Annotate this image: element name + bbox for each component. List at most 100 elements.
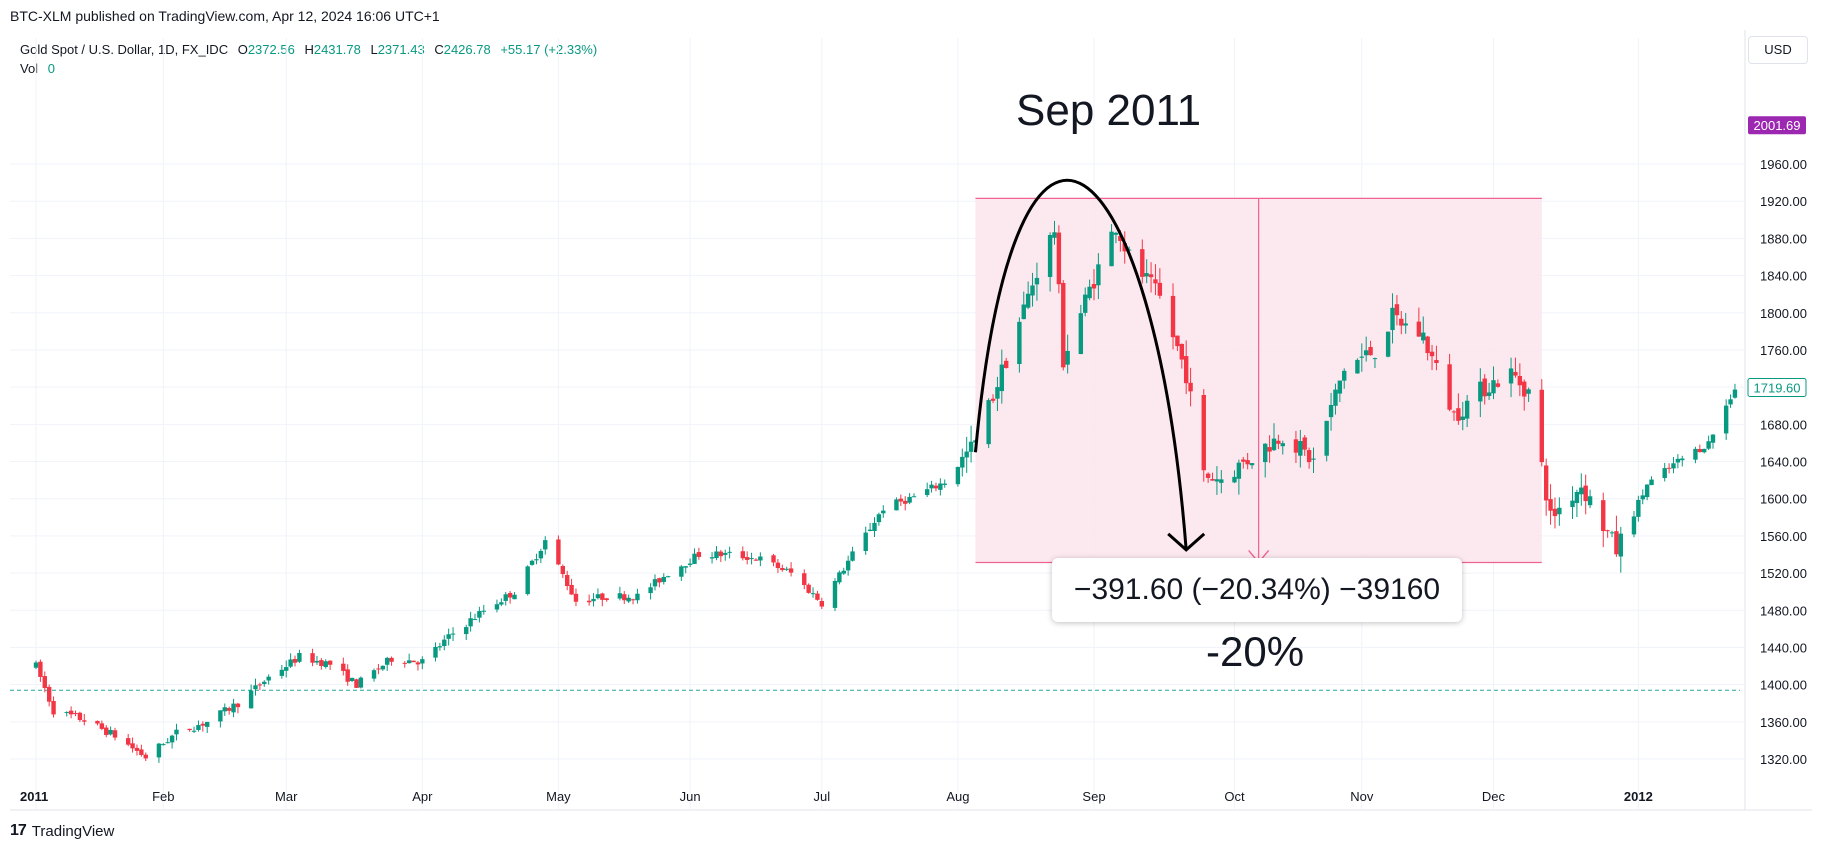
candle-body: [1539, 389, 1544, 463]
candle-body: [845, 560, 851, 571]
candle-body: [376, 668, 381, 670]
volume-label: Vol: [20, 61, 39, 76]
candle-body: [1214, 479, 1220, 482]
x-tick-label: Mar: [275, 789, 298, 804]
candle-body: [1508, 368, 1514, 384]
candle-body: [1671, 463, 1676, 469]
candle-body: [1587, 496, 1593, 506]
candle-body: [341, 663, 346, 671]
candle-body: [82, 720, 87, 722]
candle-body: [1271, 438, 1277, 451]
candle-body: [841, 570, 846, 574]
current-price-tag: [1747, 377, 1807, 397]
candle-body: [740, 551, 745, 559]
candle-body: [433, 646, 438, 658]
candle-body: [257, 684, 263, 686]
candle-body: [1232, 476, 1237, 483]
candle-body: [1662, 468, 1667, 479]
candle-body: [99, 723, 105, 729]
candle-body: [1280, 443, 1285, 447]
candle-body: [284, 667, 289, 671]
candle-body: [995, 387, 1000, 399]
candle-body: [758, 556, 763, 561]
candle-body: [863, 532, 868, 551]
candle-body: [1693, 448, 1698, 460]
candle-body: [1543, 465, 1549, 501]
candle-body: [1710, 434, 1716, 443]
candle-body: [402, 662, 407, 664]
candle-body: [1306, 450, 1312, 463]
currency-button[interactable]: USD: [1748, 36, 1808, 64]
y-tick-label: 1800.00: [1760, 306, 1807, 321]
candle-body: [538, 550, 544, 559]
candle-body: [591, 598, 596, 602]
candle-body: [771, 555, 776, 563]
candle-body: [876, 514, 882, 523]
change-value: +55.17 (+2.33%): [500, 42, 598, 57]
candle-body: [1482, 378, 1487, 397]
candle-body: [586, 600, 592, 603]
candle-body: [1210, 479, 1215, 481]
candle-body: [349, 677, 355, 682]
candle-body: [68, 710, 74, 715]
candle-body: [784, 568, 789, 570]
candle-body: [815, 593, 820, 600]
candle-body: [51, 700, 56, 715]
y-tick-label: 1480.00: [1760, 603, 1807, 618]
y-tick-label: 1960.00: [1760, 157, 1807, 172]
candle-body: [1478, 381, 1483, 402]
candle-body: [929, 484, 934, 489]
candle-body: [955, 466, 961, 485]
candle-body: [1091, 284, 1097, 289]
candle-body: [1706, 441, 1711, 449]
x-tick-label: Sep: [1082, 789, 1105, 804]
candle-body: [1175, 335, 1180, 347]
candle-body: [1579, 487, 1584, 495]
candle-body: [564, 574, 570, 587]
candle-body: [1324, 420, 1329, 456]
candle-body: [319, 660, 324, 667]
candle-body: [1548, 499, 1553, 511]
candle-body: [1109, 231, 1114, 267]
candle-body: [595, 594, 601, 599]
peak-arc-arrowhead: [1167, 532, 1206, 552]
candle-body: [881, 510, 886, 514]
candle-body: [560, 565, 566, 575]
candle-body: [253, 685, 258, 690]
candle-body: [450, 633, 456, 635]
candle-body: [1517, 375, 1523, 386]
candle-body: [292, 658, 298, 663]
x-tick-label: 2011: [20, 789, 48, 804]
candle-body: [1601, 500, 1606, 532]
candle-body: [938, 483, 943, 490]
candle-body: [1570, 500, 1575, 508]
y-tick-label: 1880.00: [1760, 231, 1807, 246]
current-price-label: 1719.60: [1754, 380, 1801, 395]
candle-body: [911, 496, 917, 498]
candle-body: [156, 743, 162, 758]
candle-body: [288, 659, 293, 667]
candle-body: [604, 598, 609, 601]
candle-body: [200, 723, 206, 726]
candle-body: [385, 657, 390, 665]
candle-body: [1118, 235, 1123, 241]
candle-body: [1179, 343, 1185, 360]
low-value: 2371.43: [377, 42, 425, 57]
candle-body: [1096, 264, 1101, 286]
candle-body: [1065, 350, 1070, 365]
candle-body: [134, 747, 140, 751]
candle-body: [266, 676, 271, 681]
candle-body: [420, 659, 425, 664]
candle-body: [525, 566, 530, 595]
candle-body: [248, 690, 254, 709]
candle-body: [1188, 382, 1193, 392]
candle-body: [1385, 331, 1391, 357]
candle-body: [810, 593, 816, 595]
candle-body: [569, 584, 574, 595]
candle-body: [1276, 440, 1281, 444]
candle-body: [1025, 293, 1031, 308]
low-label: L: [370, 42, 378, 57]
y-tick-label: 1400.00: [1760, 678, 1807, 693]
candle-body: [1605, 530, 1610, 532]
